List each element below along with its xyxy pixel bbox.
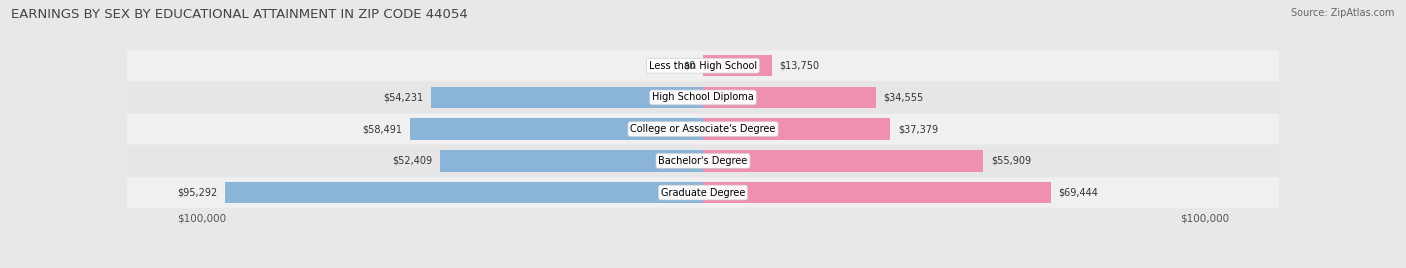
FancyBboxPatch shape xyxy=(127,82,1279,113)
FancyBboxPatch shape xyxy=(127,114,1279,144)
Text: Graduate Degree: Graduate Degree xyxy=(661,188,745,198)
Text: Bachelor's Degree: Bachelor's Degree xyxy=(658,156,748,166)
FancyBboxPatch shape xyxy=(127,146,1279,176)
Text: Source: ZipAtlas.com: Source: ZipAtlas.com xyxy=(1291,8,1395,18)
Bar xyxy=(703,55,772,76)
Text: $37,379: $37,379 xyxy=(898,124,938,134)
Text: High School Diploma: High School Diploma xyxy=(652,92,754,102)
Bar xyxy=(703,118,890,140)
FancyBboxPatch shape xyxy=(127,177,1279,208)
Text: $34,555: $34,555 xyxy=(884,92,924,102)
Bar xyxy=(703,87,876,108)
Text: $69,444: $69,444 xyxy=(1059,188,1098,198)
Text: EARNINGS BY SEX BY EDUCATIONAL ATTAINMENT IN ZIP CODE 44054: EARNINGS BY SEX BY EDUCATIONAL ATTAINMEN… xyxy=(11,8,468,21)
Bar xyxy=(432,87,703,108)
FancyBboxPatch shape xyxy=(127,50,1279,81)
Text: $58,491: $58,491 xyxy=(363,124,402,134)
Bar xyxy=(703,150,983,172)
Bar xyxy=(225,182,703,203)
Text: College or Associate's Degree: College or Associate's Degree xyxy=(630,124,776,134)
Text: $54,231: $54,231 xyxy=(384,92,423,102)
Text: $13,750: $13,750 xyxy=(779,61,820,71)
Bar xyxy=(440,150,703,172)
Text: $55,909: $55,909 xyxy=(991,156,1031,166)
Bar xyxy=(409,118,703,140)
Bar xyxy=(703,182,1052,203)
Text: Less than High School: Less than High School xyxy=(650,61,756,71)
Text: $52,409: $52,409 xyxy=(392,156,433,166)
Text: $0: $0 xyxy=(683,61,696,71)
Text: $95,292: $95,292 xyxy=(177,188,218,198)
